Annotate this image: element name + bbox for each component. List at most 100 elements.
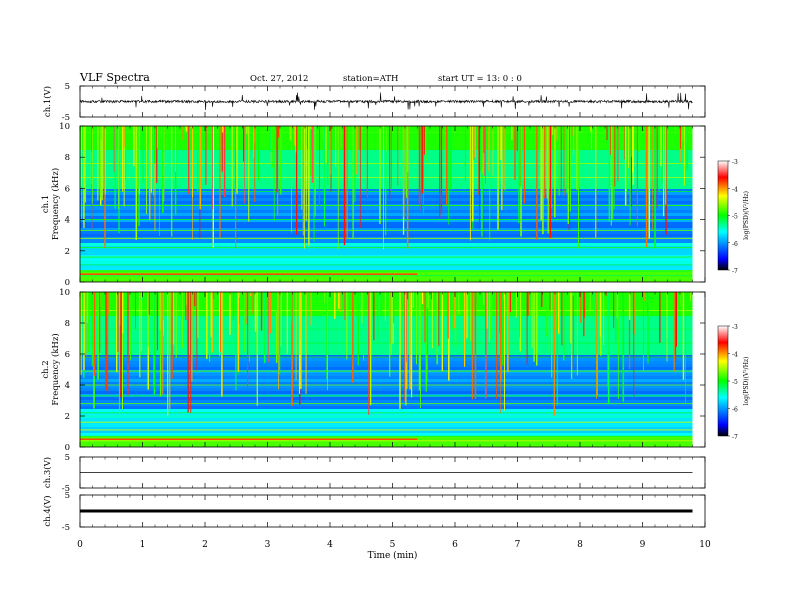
y-tick-label: 5 — [65, 491, 70, 501]
spectrogram-band — [80, 319, 693, 323]
spectrogram-band — [80, 424, 693, 428]
spectrogram-band — [80, 276, 693, 280]
spectrogram-band — [80, 313, 693, 317]
spectrogram-band — [80, 400, 693, 404]
spectrogram-ch1-spectrogram — [80, 126, 705, 282]
spectrogram-band — [80, 279, 693, 282]
spectrogram-band — [80, 304, 693, 308]
channel-label: ch.2 — [41, 360, 51, 378]
spectrogram-band — [80, 388, 693, 392]
waveform-trace — [79, 92, 693, 111]
spectrogram-band — [80, 249, 693, 253]
colorbar — [717, 160, 729, 271]
x-tick-label: 1 — [140, 540, 146, 550]
spectrogram-band — [80, 442, 693, 446]
y-tick-label: 6 — [65, 350, 70, 360]
y-tick-label: 0 — [65, 278, 70, 288]
spectrogram-band — [80, 346, 693, 350]
figure-start-time: start UT = 13: 0 : 0 — [438, 74, 522, 84]
spectrogram-band — [80, 430, 693, 434]
channel-label: ch.4(V) — [42, 495, 53, 526]
figure-station: station=ATH — [343, 74, 399, 84]
spectrogram-band — [80, 364, 693, 368]
y-tick-label: 4 — [65, 381, 70, 391]
spectrogram-band — [80, 385, 693, 389]
spectrogram-band — [80, 391, 693, 395]
x-tick-label: 8 — [577, 540, 583, 550]
spectrogram-band — [80, 406, 693, 410]
frequency-axis-label: Frequency (kHz) — [50, 333, 61, 405]
spectrogram-band — [80, 337, 693, 341]
channel-label: ch.1(V) — [42, 86, 53, 117]
spectrogram-band — [80, 367, 693, 371]
spectrogram-band — [80, 415, 693, 419]
spectrogram-band — [80, 379, 693, 383]
spectrogram-band — [80, 331, 693, 335]
x-axis-label: Time (min) — [368, 550, 418, 561]
colorbar-tick-label: -7 — [732, 268, 738, 275]
channel-label: ch.1 — [41, 195, 51, 213]
y-tick-label: 5 — [65, 82, 70, 92]
y-tick-label: 8 — [65, 153, 70, 163]
y-tick-label: 0 — [65, 443, 70, 453]
spectrogram-band — [80, 292, 693, 296]
x-tick-label: 4 — [327, 540, 333, 550]
x-tick-label: 0 — [77, 540, 83, 550]
spectrogram-band — [80, 358, 693, 362]
colorbar-tick-label: -5 — [732, 379, 738, 386]
spectrogram-band — [80, 270, 693, 274]
colorbar-tick-label: -3 — [732, 324, 738, 331]
no-data-region — [692, 126, 705, 282]
spectrogram-band — [80, 361, 693, 365]
spectrogram-band — [80, 373, 693, 377]
figure-title: VLF Spectra — [80, 71, 150, 84]
colorbar-tick-label: -3 — [732, 159, 738, 166]
marks-layer — [79, 92, 705, 513]
spectrogram-band — [80, 264, 693, 268]
x-tick-label: 3 — [265, 540, 271, 550]
spectrogram-band — [80, 409, 693, 413]
spectrogram-band — [80, 349, 693, 353]
y-tick-label: -5 — [62, 484, 70, 494]
spectrogram-band — [80, 258, 693, 262]
figure-date: Oct. 27, 2012 — [250, 74, 309, 84]
spectrogram-band — [80, 252, 693, 256]
colorbar-tick-label: -6 — [732, 241, 738, 248]
frequency-axis-label: Frequency (kHz) — [50, 168, 61, 240]
spectrogram-band — [80, 340, 693, 344]
spectrogram-band — [80, 343, 693, 347]
y-tick-label: -5 — [62, 113, 70, 123]
spectrogram-band — [80, 307, 693, 311]
spectrogram-band — [80, 295, 693, 299]
y-tick-label: -5 — [62, 523, 70, 533]
x-tick-label: 5 — [390, 540, 396, 550]
colorbar-tick-label: -4 — [732, 186, 738, 193]
spectrogram-band — [80, 445, 693, 447]
x-tick-label: 9 — [640, 540, 646, 550]
y-tick-label: 5 — [65, 453, 70, 463]
x-tick-label: 6 — [452, 540, 458, 550]
spectrogram-band — [80, 255, 693, 259]
y-tick-label: 6 — [65, 184, 70, 194]
x-tick-label: 7 — [515, 540, 521, 550]
spectrogram-band — [80, 418, 693, 422]
spectrogram-band — [80, 352, 693, 356]
spectrogram-band — [80, 243, 693, 247]
y-tick-label: 10 — [59, 288, 70, 298]
y-tick-label: 2 — [65, 412, 70, 422]
spectrogram-band — [80, 322, 693, 326]
spectrogram-band — [80, 310, 693, 314]
spectrogram-band — [80, 376, 693, 380]
spectrogram-band — [80, 240, 693, 244]
y-tick-label: 4 — [65, 216, 70, 226]
spectrogram-band — [80, 412, 693, 416]
colorbar — [717, 325, 729, 437]
x-tick-label: 2 — [202, 540, 208, 550]
spectrogram-band — [80, 261, 693, 265]
x-tick-label: 10 — [699, 540, 711, 550]
spectrogram-band — [80, 234, 693, 238]
spectrogram-band — [80, 427, 693, 431]
colorbar-tick-label: -7 — [732, 434, 738, 441]
spectrogram-band — [80, 433, 693, 437]
spectrogram-band — [80, 397, 693, 401]
